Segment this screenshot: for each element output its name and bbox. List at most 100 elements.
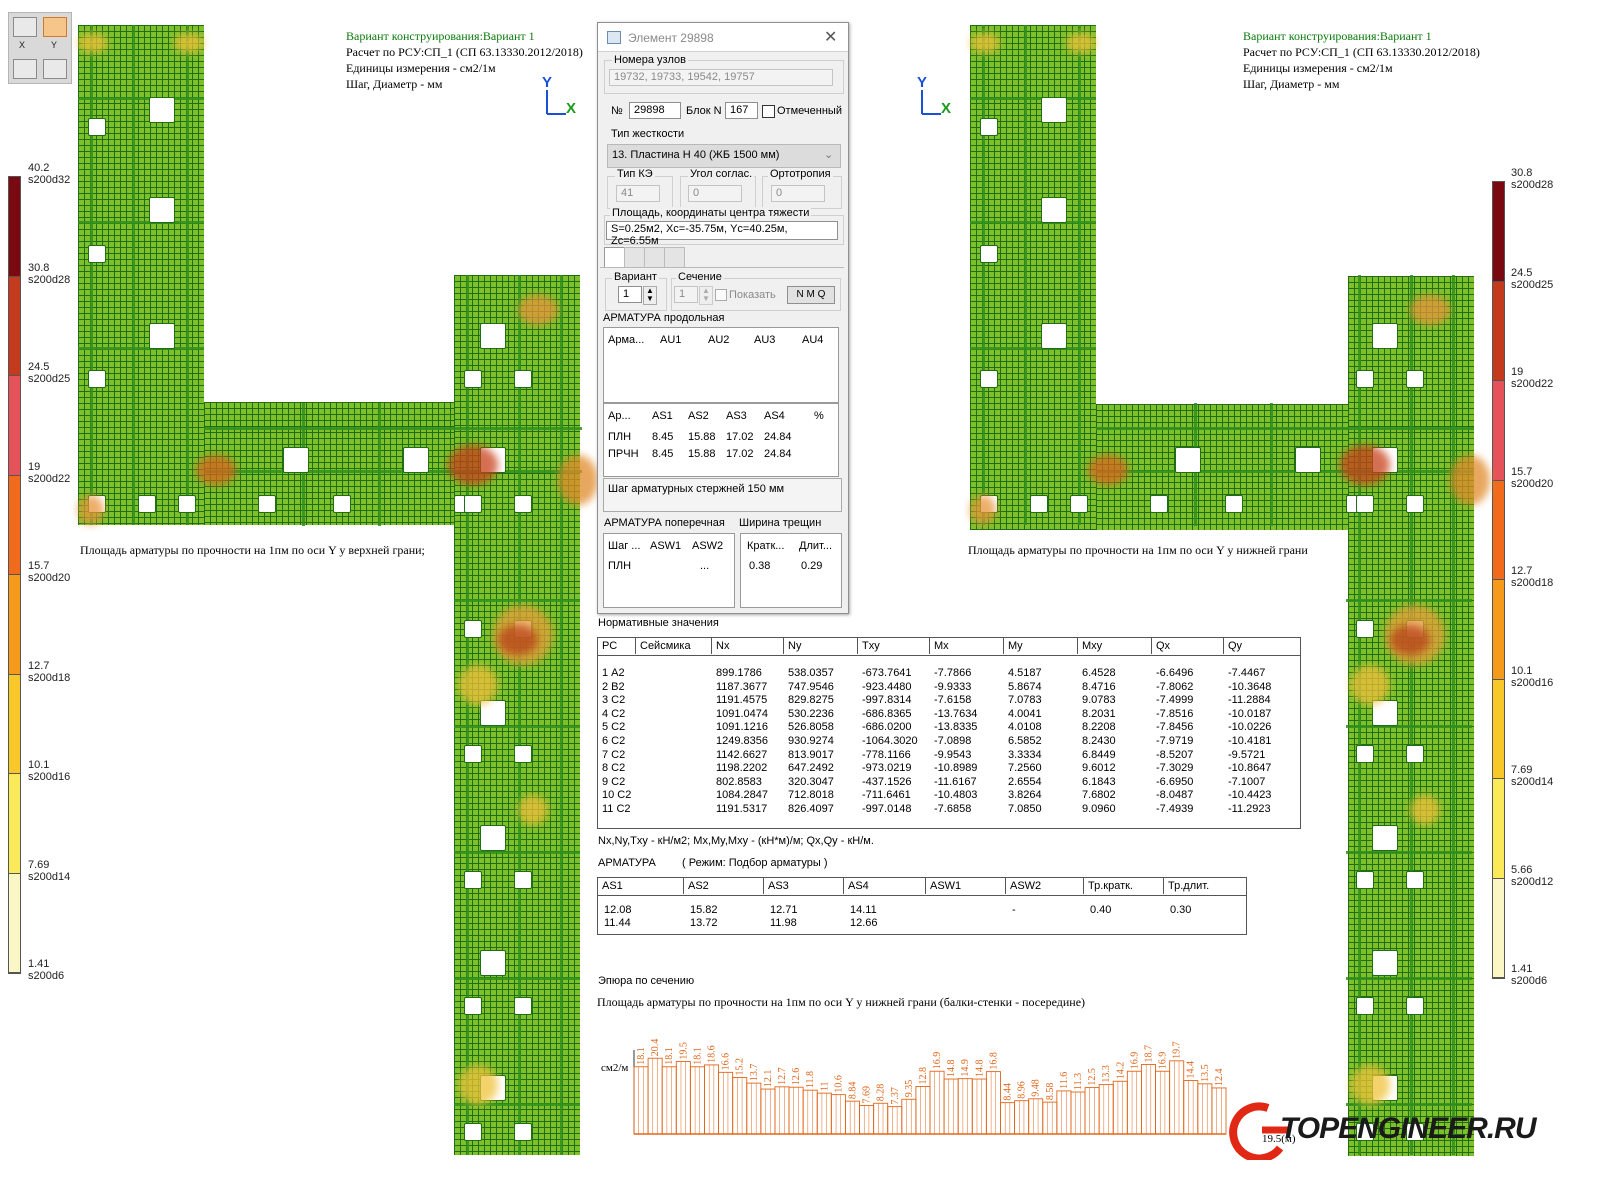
variant-field[interactable]: 1 (618, 286, 642, 303)
section-bar (746, 1082, 762, 1135)
block-number-field[interactable]: 167 (725, 102, 758, 119)
au-header: Арма... (608, 334, 645, 346)
normative-units: Nx,Ny,Txy - кН/м2; Mx,My,Mxy - (кН*м)/м;… (598, 835, 874, 847)
variant-label: Вариант (612, 271, 659, 283)
section-bar-label: 8.84 (847, 1082, 858, 1100)
normative-cell: 2 В2 (602, 680, 625, 693)
mesh-band (90, 25, 93, 525)
left_scale-rebar: s200d32 (28, 174, 71, 186)
view-x-button[interactable] (13, 17, 37, 37)
left_scale-value: 10.1 (28, 759, 50, 771)
normative-cell: -686.0200 (862, 721, 912, 734)
normative-cell: -10.4423 (1228, 789, 1272, 802)
mesh-hotspot (558, 455, 598, 505)
close-icon[interactable]: ✕ (824, 29, 838, 46)
section-bar-label: 15.2 (735, 1058, 746, 1076)
section-bar-label: 18.6 (707, 1045, 718, 1063)
element-number-field[interactable]: 29898 (629, 102, 681, 119)
mesh-hotspot (196, 455, 236, 485)
rebar-result-header: Тр.длит. (1168, 880, 1210, 892)
right_scale-value: 24.5 (1511, 266, 1533, 279)
left-info-step: Шаг, Диаметр - мм (346, 77, 443, 91)
tab-cube-icon[interactable] (664, 247, 685, 268)
normative-header: Mxy (1078, 638, 1152, 654)
normative-cell: 9 С2 (602, 775, 626, 788)
tab-pencil-icon[interactable] (604, 247, 625, 268)
section-bar (1126, 1070, 1142, 1135)
rebar-result-header-row: AS1 AS2 AS3 AS4 ASW1 ASW2 Тр.кратк. Тр.длит. (598, 878, 1246, 896)
show-label: Показать (729, 289, 776, 301)
section-bar-label: 19.5 (678, 1042, 689, 1060)
right_scale-rebar: s200d25 (1511, 278, 1554, 291)
view-y-button[interactable] (43, 17, 67, 37)
normative-cell: -7.9719 (1156, 735, 1194, 747)
left-mesh-column (78, 25, 204, 525)
normative-cell: 1091.0474 (716, 707, 768, 720)
watermark-logo: TOPENGINEER.RU (1218, 1102, 1563, 1160)
section-bar-label: 7.37 (890, 1087, 901, 1105)
rebar-result-mode: ( Режим: Подбор арматуры ) (682, 857, 828, 869)
as-header: AS3 (726, 410, 747, 422)
section-bar (915, 1086, 931, 1135)
section-bar-label: 14.4 (1186, 1061, 1197, 1079)
normative-cell: -6.6950 (1156, 775, 1194, 788)
normative-cell: -11.2923 (1228, 803, 1271, 815)
view-y-label: Y (51, 40, 58, 50)
left-info-units: Единицы измерения - см2/1м (346, 61, 496, 75)
normative-cell: 6.1843 (1082, 775, 1116, 788)
view-iso-button[interactable] (13, 59, 37, 79)
mesh-opening (88, 370, 106, 388)
normative-header: Qx (1152, 638, 1224, 654)
as-cell: 17.02 (726, 448, 754, 460)
mesh-opening (1041, 97, 1067, 123)
show-checkbox[interactable] (715, 289, 727, 301)
section-bar-label: 12.1 (763, 1070, 774, 1088)
normative-cell: 1191.4575 (716, 694, 768, 707)
mesh-band (204, 427, 582, 430)
section-bar-label: 14.8 (946, 1060, 957, 1078)
normative-header: Txy (858, 638, 930, 654)
nmq-button[interactable]: N M Q (787, 286, 835, 304)
section-bar (704, 1064, 720, 1135)
normative-header: Ny (784, 638, 858, 654)
normative-cell: 5.8674 (1008, 680, 1042, 693)
normative-cell: -7.8516 (1156, 707, 1194, 720)
view-3d-button[interactable] (43, 59, 67, 79)
left_scale-rebar: s200d16 (28, 771, 71, 783)
mesh-opening (464, 370, 482, 388)
normative-cell: -7.4999 (1156, 694, 1194, 707)
crack-header: Кратк... (747, 540, 785, 552)
left_scale-segment (9, 575, 20, 675)
left_scale-rebar: s200d6 (28, 970, 65, 982)
section-bar (943, 1078, 959, 1135)
section-bar-label: 11 (819, 1082, 830, 1092)
tab-table-icon[interactable] (644, 247, 665, 268)
normative-cell: -437.1526 (862, 775, 912, 788)
section-bar-label: 18.7 (1143, 1045, 1154, 1063)
right_scale-value: 7.69 (1511, 764, 1533, 776)
normative-cell: -13.8335 (934, 721, 978, 734)
mesh-band (454, 599, 580, 602)
section-bar-label: 13.3 (1101, 1065, 1112, 1083)
variant-spinner[interactable]: ▲ ▼ (643, 286, 657, 305)
mesh-band (466, 275, 469, 1155)
tab-brush-icon[interactable] (624, 247, 645, 268)
mesh-band (1270, 403, 1273, 526)
normative-cell: -11.6167 (934, 775, 977, 788)
mesh-opening (1406, 370, 1424, 388)
normative-cell: -7.4939 (1156, 803, 1194, 815)
normative-title: Нормативные значения (598, 617, 719, 629)
mesh-band (1452, 275, 1455, 1155)
trans-rebar-label: АРМАТУРА поперечная (604, 517, 725, 529)
marked-checkbox[interactable] (762, 105, 775, 118)
stiffness-select[interactable]: 13. Пластина H 40 (ЖБ 1500 мм) ⌄ (607, 144, 841, 168)
section-bar (647, 1057, 663, 1135)
normative-cell: -7.3029 (1156, 762, 1194, 775)
mesh-opening (980, 118, 998, 136)
normative-header: Mx (930, 638, 1004, 654)
normative-cell: -13.7634 (934, 707, 978, 720)
normative-cell: 647.2492 (788, 762, 834, 775)
normative-cell: -8.5207 (1156, 748, 1194, 761)
mesh-hotspot (78, 33, 108, 53)
rebar-result-header: AS1 (598, 878, 684, 894)
